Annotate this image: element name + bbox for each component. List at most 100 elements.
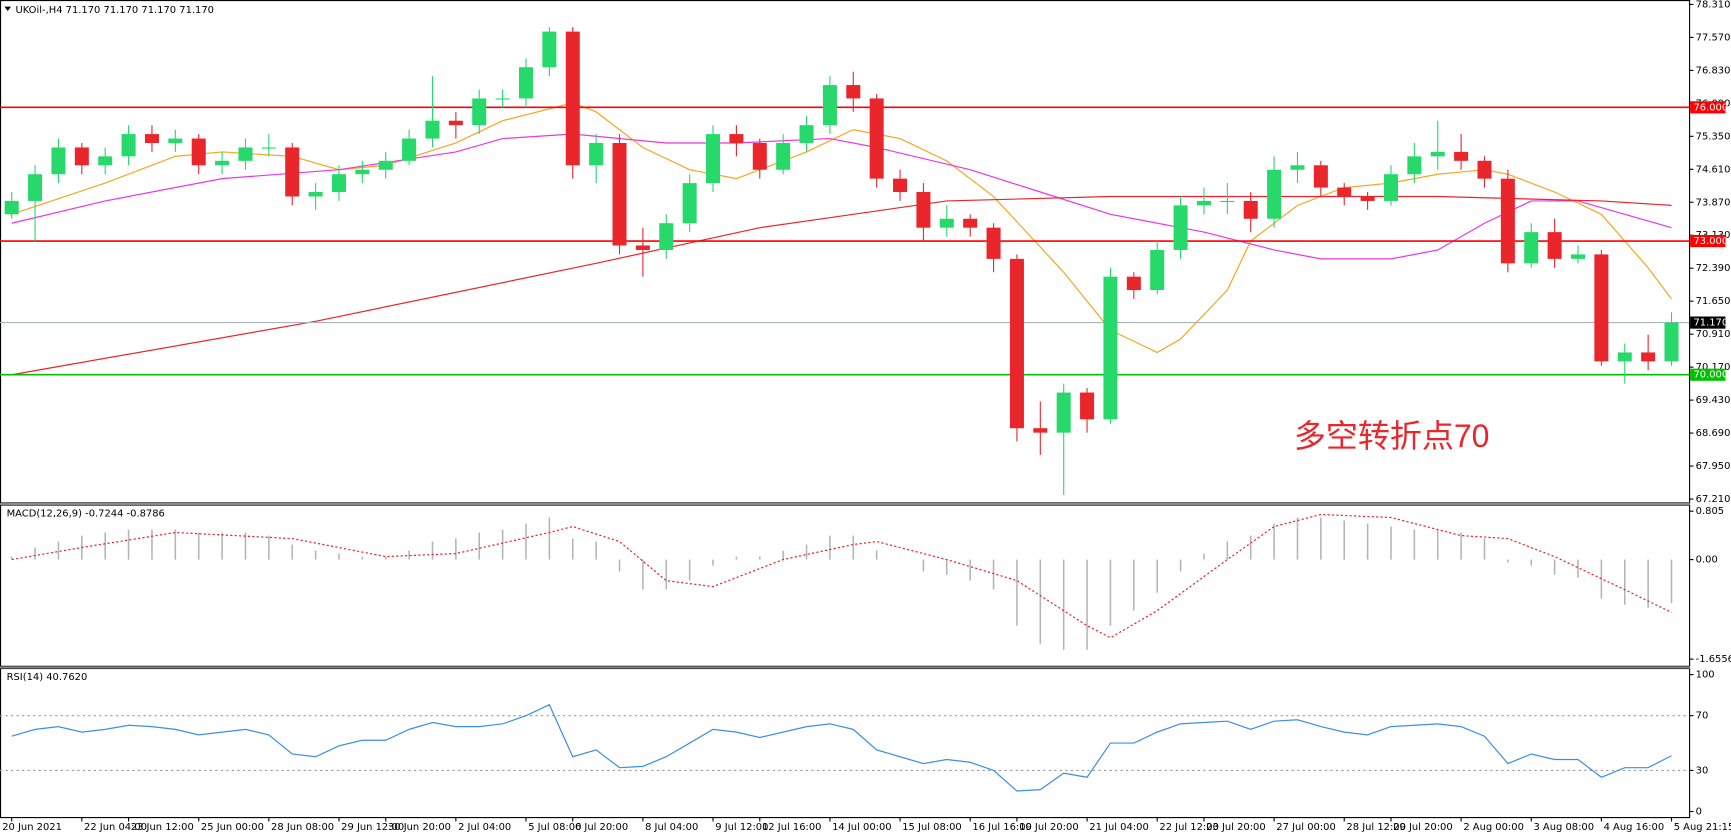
x-tick-label: 8 Jul 04:00 [645, 822, 698, 833]
y-tick-label: 73.870 [1696, 197, 1731, 208]
candle-body [1477, 160, 1492, 179]
y-tick-label: 75.350 [1696, 131, 1731, 142]
candle-body [1243, 200, 1258, 219]
rsi-title: RSI(14) 40.7620 [7, 672, 88, 683]
price-level-label: 76.000 [1693, 102, 1728, 113]
candle-body [1547, 232, 1562, 259]
candle-body [144, 134, 159, 144]
indicator-line [11, 195, 1672, 376]
price-level-label: 73.000 [1693, 236, 1728, 247]
candle-body [1594, 254, 1609, 362]
indicator-line [11, 133, 1672, 260]
y-tick-label: 0.00 [1696, 555, 1718, 566]
candle-body [261, 147, 276, 149]
candle-body [1080, 392, 1095, 420]
x-tick-label: 23 Jun 12:00 [131, 822, 194, 833]
x-tick-label: 29 Jun 12:00 [341, 822, 404, 833]
x-tick-label: 14 Jul 00:00 [832, 822, 891, 833]
price-level-label: 70.000 [1693, 370, 1728, 381]
candle-body [659, 223, 674, 250]
candle-body [331, 174, 346, 193]
x-tick-label: 16 Jul 16:00 [972, 822, 1031, 833]
x-tick-label: 27 Jul 00:00 [1276, 822, 1335, 833]
x-tick-label: 5 Aug 21:15 [1674, 822, 1731, 833]
candle-body [776, 143, 791, 170]
x-tick-label: 19 Jul 20:00 [1019, 822, 1078, 833]
candle-body [1009, 258, 1024, 429]
candle-body [1360, 196, 1375, 201]
y-tick-label: 78.310 [1696, 0, 1731, 10]
candle-body [355, 169, 370, 175]
y-tick-label: -1.6556 [1696, 654, 1731, 665]
candle-body [939, 218, 954, 228]
x-tick-label: 23 Jul 20:00 [1206, 822, 1265, 833]
x-tick-label: 28 Jul 12:00 [1346, 822, 1405, 833]
y-tick-label: 30 [1696, 765, 1709, 776]
candle-body [706, 134, 721, 184]
y-tick-label: 0.805 [1696, 506, 1724, 517]
x-tick-label: 20 Jun 2021 [2, 822, 62, 833]
candle-body [74, 147, 89, 166]
candle-body [425, 120, 440, 139]
indicator-line [11, 513, 1672, 639]
candle-body [1196, 200, 1211, 206]
candle-body [682, 183, 697, 224]
indicator-line [11, 102, 1672, 354]
candle-body [98, 156, 113, 166]
x-tick-label: 25 Jun 00:00 [201, 822, 264, 833]
candle-body [308, 192, 323, 197]
y-tick-label: 76.830 [1696, 65, 1731, 76]
annotation: 多空转折点70 [1294, 418, 1490, 454]
candle-body [986, 227, 1001, 259]
candle-body [1383, 174, 1398, 201]
candle-body [869, 98, 884, 179]
x-tick-label: 30 Jun 20:00 [388, 822, 451, 833]
candle-body [51, 147, 66, 175]
candle-body [28, 174, 43, 201]
price-level-box [1690, 316, 1726, 329]
candle-body [448, 120, 463, 126]
menu-icon[interactable] [4, 6, 12, 12]
candle-body [542, 31, 557, 68]
candle-body [1220, 200, 1235, 203]
macd-title: MACD(12,26,9) -0.7244 -0.8786 [7, 508, 165, 519]
candle-body [1407, 156, 1422, 175]
x-tick-label: 5 Jul 08:00 [528, 822, 581, 833]
candle-body [238, 147, 253, 161]
candle-body [635, 245, 650, 250]
candle-body [752, 143, 767, 170]
x-tick-label: 12 Jul 16:00 [762, 822, 821, 833]
y-tick-label: 69.430 [1696, 395, 1731, 406]
candle-body [1617, 352, 1632, 362]
candle-body [963, 218, 978, 228]
y-tick-label: 70 [1696, 711, 1709, 722]
y-tick-label: 100 [1696, 670, 1715, 681]
price-level-box [1690, 234, 1726, 248]
candle-body [1454, 151, 1469, 161]
candle-body [565, 31, 580, 166]
y-tick-label: 70.170 [1696, 362, 1731, 373]
x-tick-label: 4 Aug 16:00 [1604, 822, 1665, 833]
price-level-box [1690, 101, 1726, 114]
candle-body [822, 85, 837, 126]
candle-body [1313, 165, 1328, 188]
indicator-line [11, 703, 1672, 792]
x-tick-label: 15 Jul 08:00 [902, 822, 961, 833]
candle-body [378, 160, 393, 170]
x-tick-label: 2 Aug 00:00 [1463, 822, 1524, 833]
x-tick-label: 9 Jul 12:00 [715, 822, 768, 833]
x-tick-label: 22 Jul 12:00 [1159, 822, 1218, 833]
candle-body [1524, 232, 1539, 264]
candle-body [729, 134, 744, 144]
candle-body [612, 143, 627, 246]
price-level-label: 71.170 [1693, 318, 1728, 329]
candle-body [168, 138, 183, 144]
x-tick-label: 29 Jul 20:00 [1393, 822, 1452, 833]
x-tick-label: 21 Jul 04:00 [1089, 822, 1148, 833]
candle-body [589, 143, 604, 166]
candle-body [1641, 352, 1656, 362]
